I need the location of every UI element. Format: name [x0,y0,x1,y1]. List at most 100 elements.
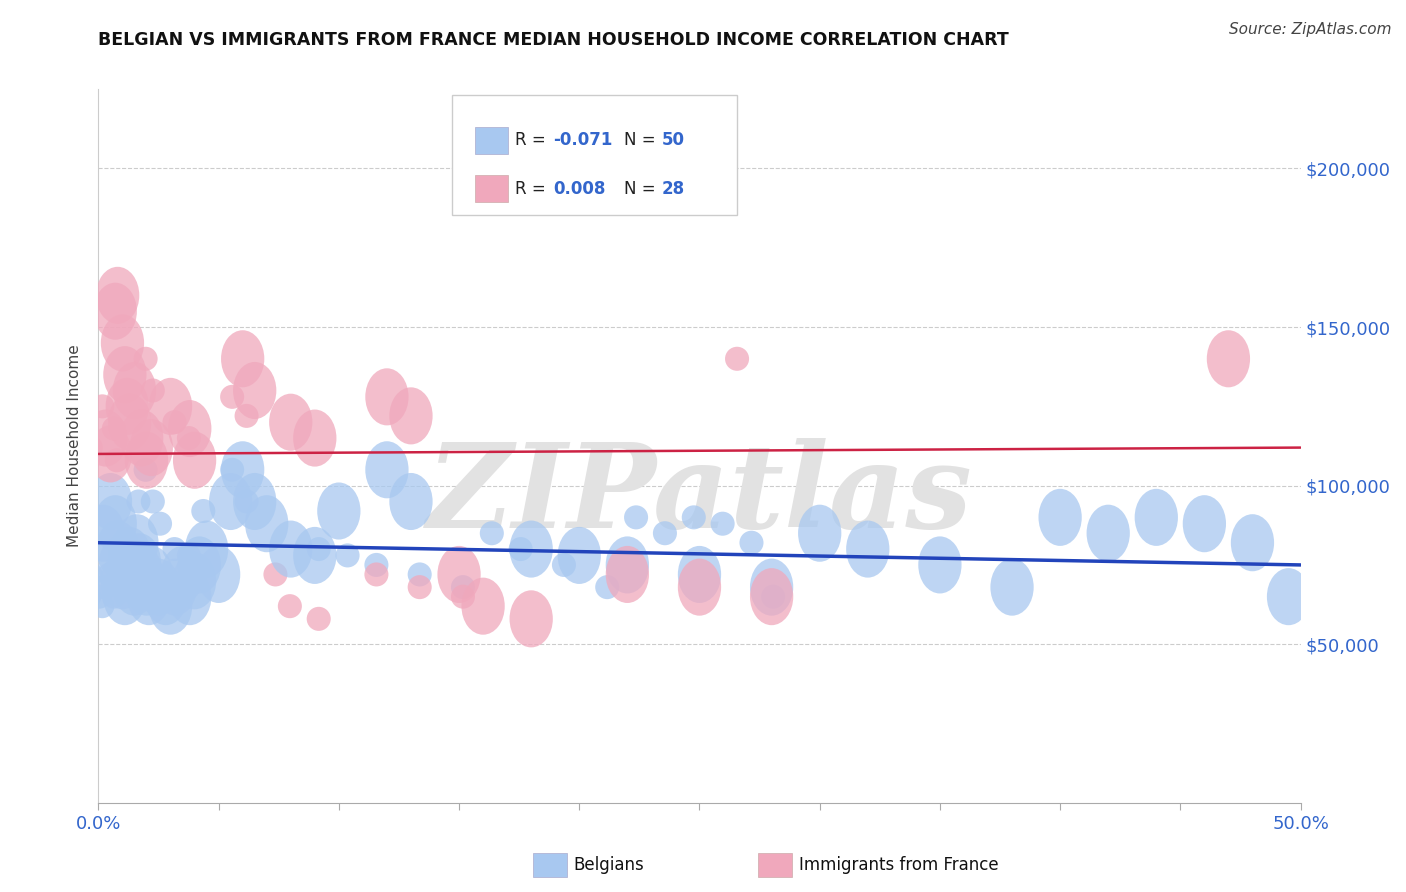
Ellipse shape [103,346,146,403]
Text: Belgians: Belgians [574,856,644,874]
Ellipse shape [115,514,159,571]
Point [107,288,129,302]
Point [172,567,194,582]
Ellipse shape [105,378,149,435]
Point [928,558,950,572]
Point [243,384,266,398]
Text: 50: 50 [662,131,685,149]
Point [118,415,141,429]
Ellipse shape [169,568,211,625]
Ellipse shape [94,495,136,552]
Ellipse shape [82,505,125,562]
Ellipse shape [177,536,221,593]
Ellipse shape [509,521,553,578]
Point [472,599,495,614]
Point [131,431,153,445]
Ellipse shape [799,505,841,562]
Ellipse shape [101,552,143,609]
Point [141,441,163,455]
Point [195,542,218,557]
Point [219,494,242,508]
Ellipse shape [1267,568,1310,625]
Ellipse shape [96,521,139,578]
Point [689,567,711,582]
Point [104,304,127,318]
Point [107,542,129,557]
Point [243,494,266,508]
Point [761,580,783,594]
Ellipse shape [1039,489,1081,546]
Point [304,549,326,563]
Ellipse shape [461,578,505,635]
Ellipse shape [120,546,163,603]
Point [208,567,231,582]
Ellipse shape [678,546,721,603]
Ellipse shape [89,425,132,483]
Ellipse shape [112,558,156,615]
Ellipse shape [1182,495,1226,552]
Point [114,590,136,604]
Text: Immigrants from France: Immigrants from France [799,856,998,874]
Point [188,558,211,572]
Point [520,542,543,557]
Ellipse shape [173,552,217,609]
Point [280,542,302,557]
Point [232,351,254,366]
Ellipse shape [294,409,336,467]
Point [165,580,187,594]
Point [1218,351,1240,366]
Ellipse shape [96,267,139,324]
Point [399,494,422,508]
Ellipse shape [98,536,142,593]
Ellipse shape [245,495,288,552]
Ellipse shape [108,527,152,584]
Ellipse shape [233,362,277,419]
Ellipse shape [118,533,160,591]
Ellipse shape [112,362,156,419]
Text: ZIPatlas: ZIPatlas [426,439,973,553]
Ellipse shape [918,536,962,593]
Ellipse shape [169,400,211,457]
Point [111,335,134,350]
Point [1144,510,1167,524]
Ellipse shape [125,432,169,489]
Point [689,580,711,594]
Point [520,612,543,626]
Ellipse shape [149,578,193,635]
Ellipse shape [128,568,170,625]
Point [159,599,181,614]
Point [256,516,278,531]
Point [91,526,114,541]
Ellipse shape [749,558,793,615]
Point [179,421,201,435]
Ellipse shape [1135,489,1178,546]
Ellipse shape [294,527,336,584]
Point [179,590,201,604]
Point [118,549,141,563]
Ellipse shape [1206,330,1250,387]
Ellipse shape [389,473,433,530]
Point [138,590,160,604]
Ellipse shape [221,442,264,499]
Point [124,580,146,594]
Point [1097,526,1119,541]
Ellipse shape [990,558,1033,615]
Y-axis label: Median Household Income: Median Household Income [67,344,83,548]
Ellipse shape [209,473,252,530]
Point [125,535,148,549]
Text: R =: R = [516,131,551,149]
Point [117,400,139,414]
Ellipse shape [509,591,553,648]
Ellipse shape [366,368,409,425]
Point [183,453,205,467]
Point [1049,510,1071,524]
Ellipse shape [125,558,169,615]
Ellipse shape [94,283,136,340]
Point [135,453,157,467]
Point [148,580,170,594]
Ellipse shape [269,521,312,578]
Ellipse shape [149,378,193,435]
Ellipse shape [108,393,152,450]
Ellipse shape [120,409,163,467]
Point [159,400,181,414]
